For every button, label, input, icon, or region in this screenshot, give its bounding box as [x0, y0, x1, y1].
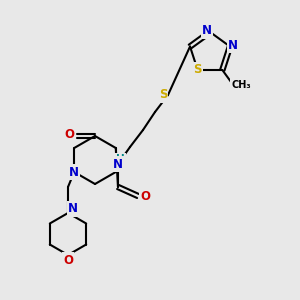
Text: N: N — [69, 166, 79, 178]
Text: N: N — [228, 39, 238, 52]
Text: N: N — [202, 25, 212, 38]
Text: O: O — [64, 128, 74, 142]
Text: O: O — [63, 254, 73, 266]
Text: O: O — [140, 190, 150, 202]
Text: N: N — [113, 158, 123, 170]
Text: H: H — [116, 154, 124, 164]
Text: S: S — [159, 88, 167, 101]
Text: CH₃: CH₃ — [231, 80, 251, 90]
Text: N: N — [68, 202, 78, 215]
Text: S: S — [194, 64, 202, 76]
